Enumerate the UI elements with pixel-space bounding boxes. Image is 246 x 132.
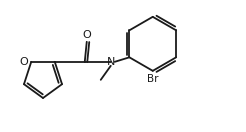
Text: Br: Br: [147, 74, 158, 84]
Text: O: O: [82, 30, 91, 40]
Text: N: N: [107, 57, 115, 67]
Text: O: O: [19, 57, 28, 67]
